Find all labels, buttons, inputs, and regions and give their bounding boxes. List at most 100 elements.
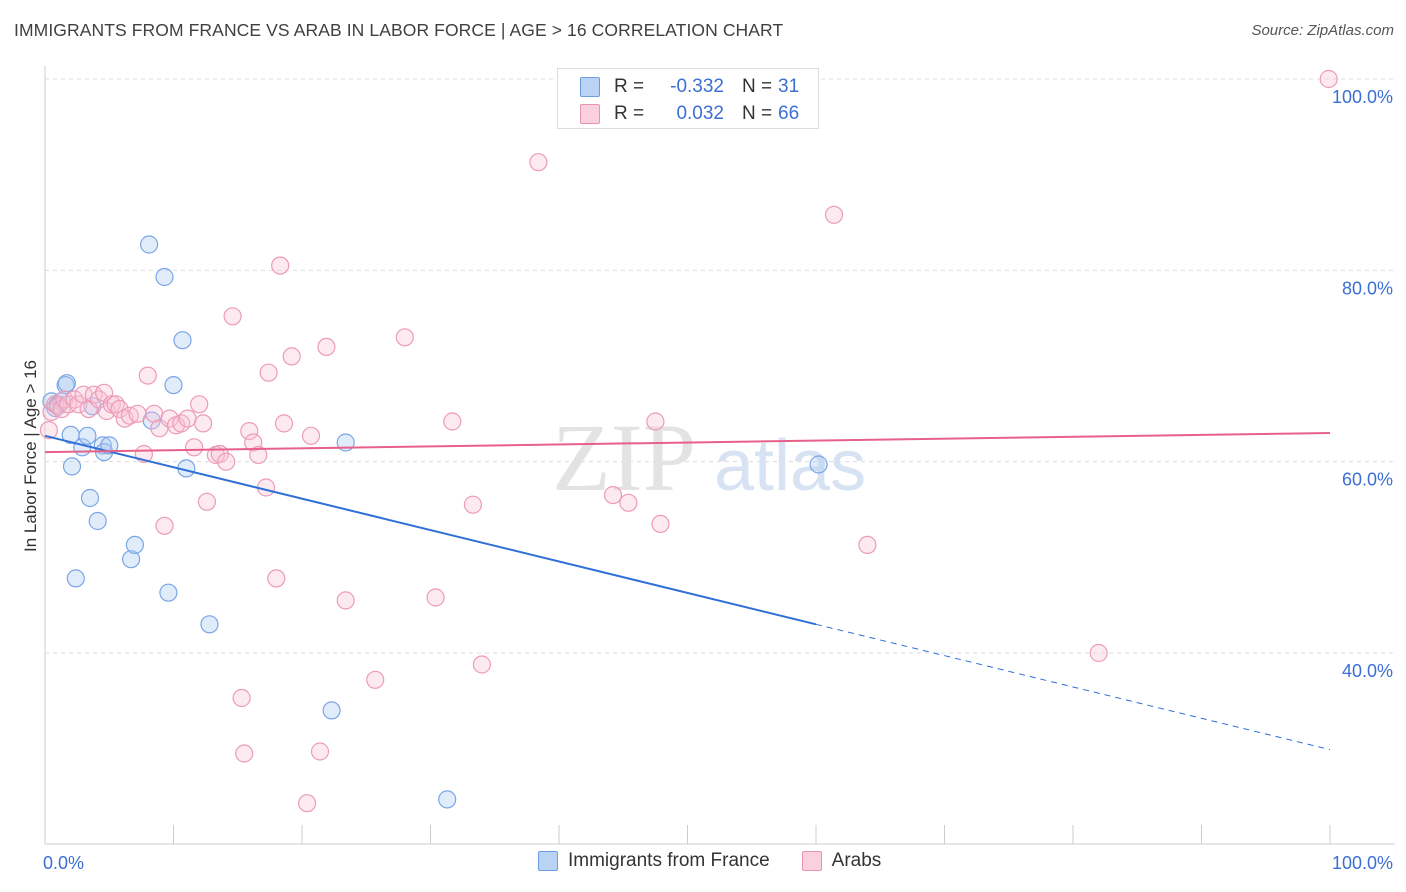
france-point bbox=[80, 488, 100, 508]
r-label: R = bbox=[614, 103, 645, 124]
arabs-point bbox=[194, 414, 213, 433]
arabs-point bbox=[366, 670, 385, 689]
arabs-point bbox=[443, 412, 462, 431]
legend-label: Immigrants from France bbox=[568, 850, 770, 871]
source-note: Source: ZipAtlas.com bbox=[1251, 22, 1394, 39]
france-point bbox=[125, 535, 144, 555]
arabs-point bbox=[395, 328, 414, 347]
arabs-point bbox=[274, 414, 294, 433]
arabs-point bbox=[426, 588, 445, 607]
france-swatch bbox=[538, 851, 558, 871]
arabs-point bbox=[128, 404, 147, 423]
france-point bbox=[164, 376, 183, 395]
stats-row-arabs: R = 0.032 N = 66 bbox=[580, 102, 799, 126]
arabs-point bbox=[529, 153, 548, 172]
n-label: N = bbox=[742, 103, 773, 124]
france-point bbox=[173, 331, 192, 350]
arabs-point bbox=[310, 742, 330, 761]
stats-row-france: R = -0.332 N = 31 bbox=[580, 75, 799, 99]
arabs-point bbox=[317, 337, 336, 356]
arabs-point bbox=[472, 655, 491, 674]
france-point bbox=[78, 426, 97, 445]
arabs-point bbox=[301, 426, 321, 445]
france-point bbox=[159, 583, 178, 602]
arabs-point bbox=[249, 445, 268, 465]
r-value: 0.032 bbox=[676, 103, 724, 124]
n-value: 66 bbox=[778, 103, 800, 124]
france-point bbox=[88, 511, 107, 531]
arabs-point bbox=[110, 400, 129, 419]
trend-lines bbox=[44, 431, 1331, 751]
arabs-point bbox=[240, 422, 259, 441]
arabs-point bbox=[138, 366, 157, 385]
n-label: N = bbox=[742, 76, 773, 97]
arabs-point bbox=[298, 794, 317, 813]
arabs-point bbox=[232, 688, 251, 708]
legend-item-arabs[interactable]: Arabs bbox=[801, 850, 882, 872]
y-tick-label: 80.0% bbox=[1342, 278, 1393, 298]
stats-legend: R = -0.332 N = 31 R = 0.032 N = 66 bbox=[557, 68, 819, 129]
france-point bbox=[66, 569, 85, 588]
arabs-point bbox=[155, 516, 174, 535]
y-axis-label: In Labor Force | Age > 16 bbox=[21, 360, 40, 552]
france-point bbox=[438, 790, 457, 809]
x-tick-label: 0.0% bbox=[43, 853, 84, 873]
chart-title: IMMIGRANTS FROM FRANCE VS ARAB IN LABOR … bbox=[14, 20, 784, 40]
arabs-point bbox=[824, 205, 844, 224]
watermark-zip: ZIP bbox=[552, 404, 696, 511]
arabs-point bbox=[197, 492, 216, 511]
legend-item-france[interactable]: Immigrants from France bbox=[538, 850, 770, 872]
arabs-point bbox=[39, 421, 59, 440]
arabs-point bbox=[336, 591, 355, 610]
arabs-swatch bbox=[801, 851, 822, 871]
arabs-point bbox=[217, 452, 236, 471]
n-value: 31 bbox=[778, 76, 800, 97]
r-label: R = bbox=[614, 76, 645, 97]
arabs-point bbox=[463, 495, 482, 514]
y-tick-label: 100.0% bbox=[1332, 87, 1393, 107]
legend-label: Arabs bbox=[831, 850, 882, 871]
arabs-trend-line bbox=[44, 431, 1331, 454]
arabs-point bbox=[190, 395, 209, 414]
gridlines bbox=[45, 78, 1395, 654]
series-legend: Immigrants from France Arabs bbox=[538, 850, 913, 872]
r-value: -0.332 bbox=[670, 76, 724, 97]
arabs-point bbox=[619, 493, 638, 512]
y-tick-label: 40.0% bbox=[1342, 661, 1393, 681]
france-point bbox=[322, 701, 341, 720]
france-trend-extension bbox=[815, 623, 1331, 751]
france-point bbox=[155, 267, 174, 287]
arabs-point bbox=[223, 307, 242, 326]
arabs-point bbox=[69, 395, 88, 414]
axes bbox=[44, 66, 1395, 845]
arabs-point bbox=[1089, 643, 1108, 663]
data-points bbox=[39, 69, 1338, 813]
france-point bbox=[57, 374, 76, 393]
france-swatch bbox=[580, 77, 600, 97]
tick-labels: 40.0% 60.0% 80.0% 100.0% 0.0% 100.0% bbox=[43, 87, 1393, 873]
y-tick-label: 60.0% bbox=[1342, 470, 1393, 490]
arabs-point bbox=[267, 569, 286, 588]
france-trend-line bbox=[44, 434, 817, 626]
arabs-point bbox=[651, 514, 670, 534]
arabs-point bbox=[160, 409, 179, 428]
arabs-point bbox=[259, 363, 278, 382]
arabs-point bbox=[235, 744, 254, 763]
france-point bbox=[200, 615, 219, 634]
arabs-point bbox=[646, 412, 665, 431]
arabs-point bbox=[185, 438, 204, 457]
arabs-point bbox=[178, 409, 197, 428]
x-tick-label: 100.0% bbox=[1332, 853, 1393, 873]
france-point bbox=[809, 455, 828, 474]
france-point bbox=[140, 235, 159, 254]
arabs-point bbox=[1319, 69, 1338, 89]
arabs-point bbox=[282, 347, 301, 366]
arabs-swatch bbox=[580, 104, 600, 124]
arabs-point bbox=[603, 486, 623, 505]
france-point bbox=[62, 457, 82, 476]
arabs-point bbox=[858, 535, 877, 555]
watermark-atlas: atlas bbox=[714, 426, 866, 506]
france-point bbox=[122, 550, 141, 569]
arabs-point bbox=[271, 256, 290, 275]
